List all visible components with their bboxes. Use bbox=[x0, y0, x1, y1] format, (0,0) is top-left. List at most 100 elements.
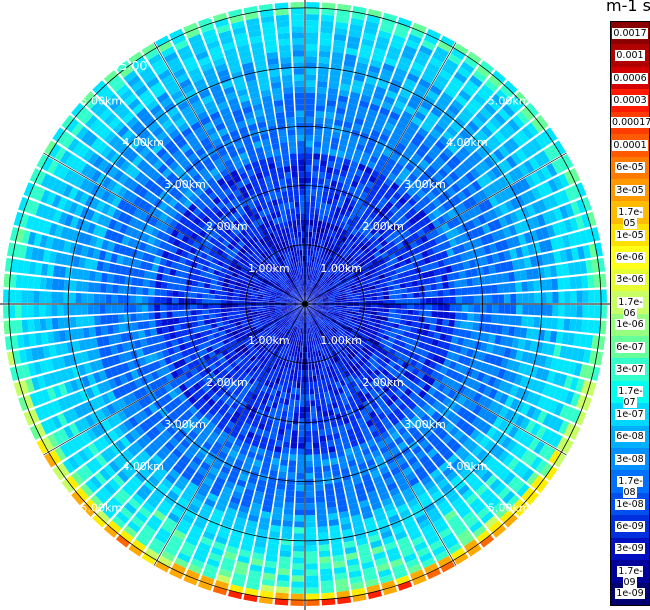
ray-gate-cell bbox=[306, 2, 320, 9]
ray-gate-cell bbox=[169, 380, 178, 389]
ray-gate-cell bbox=[287, 305, 294, 307]
ray-gate-cell bbox=[296, 308, 301, 313]
ray-gate-cell bbox=[320, 227, 325, 234]
ray-gate-cell bbox=[251, 502, 262, 511]
ray-gate-cell bbox=[311, 418, 318, 425]
ray-gate-cell bbox=[365, 340, 373, 347]
ray-gate-cell bbox=[359, 442, 369, 451]
ray-gate-cell bbox=[286, 322, 291, 329]
ray-gate-cell bbox=[398, 116, 410, 126]
ray-gate-cell bbox=[525, 102, 539, 117]
ray-gate-cell bbox=[503, 122, 516, 136]
ray-gate-cell bbox=[186, 328, 194, 335]
ray-gate-cell bbox=[284, 335, 289, 342]
ray-gate-cell bbox=[323, 318, 330, 323]
ray-gate-cell bbox=[309, 315, 313, 321]
ray-gate-cell bbox=[468, 239, 478, 250]
ray-gate-cell bbox=[306, 563, 318, 570]
ray-gate-cell bbox=[340, 189, 348, 197]
ray-gate-cell bbox=[85, 209, 95, 221]
ray-gate-cell bbox=[509, 398, 520, 411]
ray-gate-cell bbox=[573, 261, 582, 275]
ray-gate-cell bbox=[35, 203, 46, 218]
ray-gate-cell bbox=[335, 206, 342, 214]
ray-gate-cell bbox=[211, 385, 220, 394]
ray-gate-cell bbox=[564, 406, 576, 421]
ray-gate-cell bbox=[292, 338, 296, 345]
ray-gate-cell bbox=[356, 62, 369, 71]
ray-gate-cell bbox=[81, 502, 95, 517]
ray-gate-cell bbox=[188, 395, 197, 405]
ray-gate-cell bbox=[297, 454, 305, 461]
ray-gate-cell bbox=[476, 88, 491, 102]
ray-gate-cell bbox=[513, 166, 525, 180]
ray-gate-cell bbox=[205, 255, 214, 262]
ray-gate-cell bbox=[346, 308, 353, 312]
ray-gate-cell bbox=[575, 411, 587, 426]
ray-gate-cell bbox=[157, 527, 172, 539]
ray-gate-cell bbox=[4, 336, 13, 351]
ray-gate-cell bbox=[406, 287, 414, 293]
ray-gate-cell bbox=[413, 292, 420, 298]
ray-gate-cell bbox=[329, 149, 337, 157]
ray-gate-cell bbox=[573, 333, 582, 347]
ray-gate-cell bbox=[231, 444, 241, 453]
ray-gate-cell bbox=[353, 245, 361, 253]
ray-gate-cell bbox=[118, 275, 126, 285]
ray-gate-cell bbox=[473, 304, 481, 313]
ray-gate-cell bbox=[178, 284, 186, 291]
ray-gate-cell bbox=[547, 385, 558, 399]
ray-gate-cell bbox=[195, 364, 204, 373]
ray-gate-cell bbox=[330, 337, 336, 343]
ray-gate-cell bbox=[293, 375, 298, 383]
ray-gate-cell bbox=[465, 102, 478, 115]
ray-gate-cell bbox=[239, 447, 249, 456]
ray-gate-cell bbox=[291, 363, 296, 370]
ray-gate-cell bbox=[163, 403, 174, 414]
ray-gate-cell bbox=[164, 243, 173, 252]
ray-gate-cell bbox=[525, 377, 535, 390]
ray-gate-cell bbox=[429, 345, 437, 354]
ray-gate-cell bbox=[395, 294, 402, 299]
ray-gate-cell bbox=[227, 406, 236, 416]
ray-gate-cell bbox=[178, 291, 185, 298]
ray-gate-cell bbox=[579, 260, 588, 274]
ray-gate-cell bbox=[229, 350, 237, 357]
ray-gate-cell bbox=[424, 480, 436, 491]
ray-gate-cell bbox=[437, 393, 447, 403]
ray-gate-cell bbox=[559, 345, 568, 359]
ray-gate-cell bbox=[371, 307, 378, 312]
ray-gate-cell bbox=[27, 305, 34, 318]
ray-gate-cell bbox=[312, 313, 318, 318]
ray-gate-cell bbox=[90, 259, 98, 271]
ray-gate-cell bbox=[148, 288, 155, 296]
ray-gate-cell bbox=[331, 266, 338, 273]
ray-gate-cell bbox=[320, 398, 326, 406]
ray-gate-cell bbox=[190, 525, 204, 536]
ray-gate-cell bbox=[304, 304, 305, 310]
ray-gate-cell bbox=[352, 79, 364, 88]
ray-gate-cell bbox=[302, 315, 304, 322]
ray-gate-cell bbox=[403, 45, 417, 56]
ray-gate-cell bbox=[321, 335, 326, 342]
ray-gate-cell bbox=[403, 370, 412, 379]
ray-gate-cell bbox=[249, 337, 256, 343]
ray-gate-cell bbox=[335, 281, 342, 286]
ray-gate-cell bbox=[391, 355, 399, 363]
ray-gate-cell bbox=[136, 488, 149, 501]
ray-gate-cell bbox=[483, 245, 492, 255]
ray-gate-cell bbox=[306, 14, 319, 21]
ray-gate-cell bbox=[345, 313, 353, 317]
ray-gate-cell bbox=[559, 389, 569, 403]
ray-gate-cell bbox=[202, 299, 209, 304]
ray-gate-cell bbox=[335, 21, 349, 30]
ray-gate-cell bbox=[449, 304, 456, 312]
ray-gate-cell bbox=[234, 285, 241, 290]
ray-gate-cell bbox=[319, 336, 324, 343]
ray-gate-cell bbox=[437, 429, 449, 441]
ray-gate-cell bbox=[253, 546, 266, 555]
ray-gate-cell bbox=[168, 436, 180, 448]
ray-gate-cell bbox=[558, 305, 565, 317]
ray-gate-cell bbox=[453, 430, 465, 441]
ray-gate-cell bbox=[314, 256, 318, 264]
